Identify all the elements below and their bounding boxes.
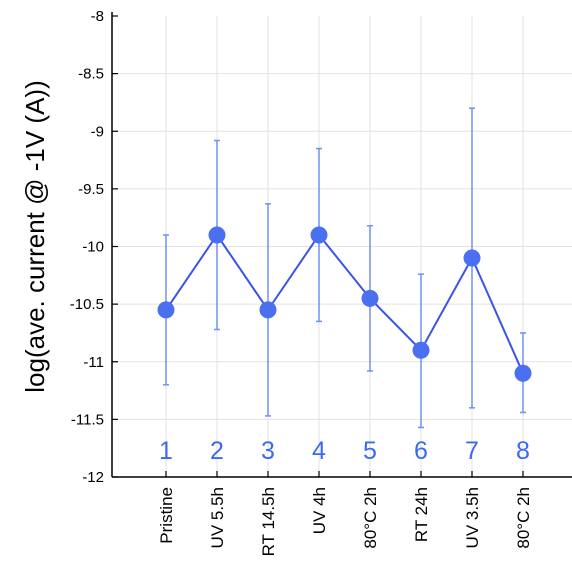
x-tick-label: 80°C 2h (514, 487, 533, 549)
y-tick-label: -12 (82, 469, 104, 486)
marker-layer (157, 226, 532, 382)
index-label-layer: 1 2 3 4 5 6 7 8 (159, 437, 530, 465)
data-point (259, 301, 277, 319)
index-label: 2 (210, 437, 224, 465)
y-tick-label: -10.5 (70, 296, 104, 313)
index-label: 1 (159, 437, 173, 465)
series-line-layer (165, 233, 524, 374)
series-line (165, 233, 524, 374)
index-label: 7 (465, 437, 479, 465)
y-tick-label: -9.5 (78, 181, 104, 198)
x-tick-label-layer: Pristine UV 5.5h RT 14.5h UV 4h 80°C 2h RT 24… (157, 487, 533, 556)
index-label: 4 (312, 437, 326, 465)
y-tick-label: -10 (82, 239, 104, 256)
axis-layer (111, 12, 572, 478)
grid-layer (112, 16, 572, 477)
x-tick-label: 80°C 2h (361, 487, 380, 549)
index-label: 8 (516, 437, 530, 465)
data-point (463, 249, 481, 267)
y-tick-label: -8 (91, 8, 104, 25)
y-axis-label: log(ave. current @ -1V (A)) (20, 80, 50, 392)
data-point (208, 226, 226, 244)
x-tick-label: UV 5.5h (208, 487, 227, 548)
y-tick-label-layer: -8 -8.5 -9 -9.5 -10 -10.5 -11 -11.5 -12 (70, 8, 104, 486)
x-tick-label: UV 4h (310, 487, 329, 534)
y-tick-label: -9 (91, 123, 104, 140)
y-tick-label: -8.5 (78, 66, 104, 83)
x-tick-label: RT 24h (412, 487, 431, 542)
data-point (157, 301, 175, 319)
data-point (514, 364, 532, 382)
x-tick-label: Pristine (157, 487, 176, 544)
index-label: 6 (414, 437, 428, 465)
y-tick-label: -11.5 (71, 411, 104, 428)
data-point (361, 289, 379, 307)
x-tick-label: UV 3.5h (463, 487, 482, 548)
index-label: 5 (363, 437, 377, 465)
data-point (412, 341, 430, 359)
data-point (310, 226, 328, 244)
y-tick-label: -11 (83, 354, 104, 371)
index-label: 3 (261, 437, 275, 465)
x-tick-label: RT 14.5h (259, 487, 278, 556)
